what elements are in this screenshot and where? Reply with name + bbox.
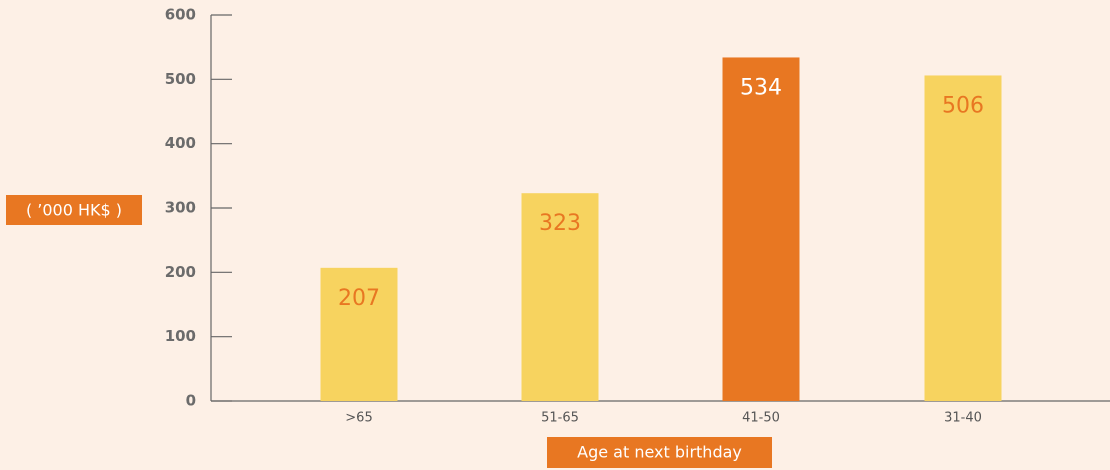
bar bbox=[722, 57, 800, 402]
y-tick-label: 200 bbox=[165, 263, 196, 281]
y-tick-label: 100 bbox=[165, 327, 196, 345]
x-axis-title-box bbox=[547, 437, 772, 468]
y-tick-label: 500 bbox=[165, 70, 196, 88]
y-tick-label: 300 bbox=[165, 199, 196, 217]
bar bbox=[924, 75, 1002, 402]
x-tick-label: 31-40 bbox=[944, 411, 982, 426]
value-label: 534 bbox=[740, 75, 782, 100]
value-label: 323 bbox=[539, 211, 581, 236]
value-label: 207 bbox=[338, 286, 380, 311]
x-axis-title: Age at next birthday bbox=[577, 443, 742, 462]
bar bbox=[320, 267, 398, 401]
bar bbox=[521, 193, 599, 401]
value-label: 506 bbox=[942, 93, 984, 118]
x-tick-label: 51-65 bbox=[541, 411, 579, 426]
y-axis-title: ( ’000 HK$ ) bbox=[26, 201, 122, 220]
y-tick-label: 0 bbox=[186, 392, 196, 410]
y-axis-title-box bbox=[6, 195, 142, 225]
x-tick-label: >65 bbox=[345, 411, 372, 426]
y-tick-label: 600 bbox=[165, 6, 196, 24]
x-tick-label: 41-50 bbox=[742, 411, 780, 426]
y-tick-label: 400 bbox=[165, 134, 196, 152]
